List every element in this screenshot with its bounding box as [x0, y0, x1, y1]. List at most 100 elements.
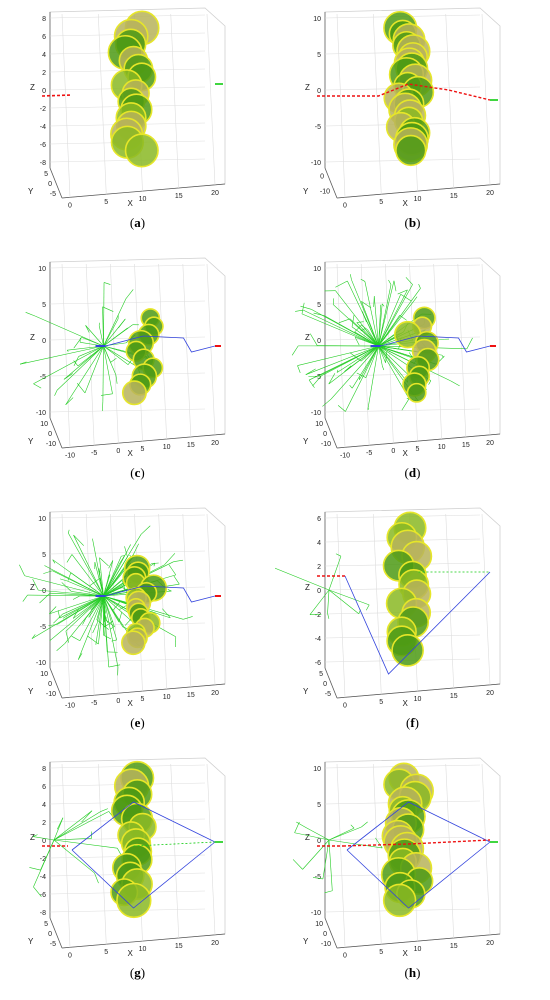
tree-edge — [344, 366, 351, 372]
z-tick-label: 4 — [317, 540, 321, 547]
x-tick-label: 0 — [116, 698, 120, 705]
caption-a: (a) — [0, 215, 275, 231]
y-axis-label: Y — [28, 937, 34, 946]
z-tick-label: -10 — [311, 910, 321, 917]
y-tick-label: -10 — [320, 189, 330, 196]
tree-edge — [109, 560, 113, 568]
x-tick-label: 0 — [343, 202, 347, 209]
y-tick-label: 10 — [40, 671, 48, 678]
tree-edge — [366, 605, 369, 610]
tree-edge — [398, 290, 408, 294]
x-grid-line — [337, 14, 345, 197]
x-grid-line — [159, 514, 167, 689]
tree-edge — [62, 582, 71, 591]
x-tick-label: -10 — [340, 452, 350, 459]
tree-edge — [394, 281, 396, 291]
z-tick-label: 5 — [317, 802, 321, 809]
tree-edge — [29, 867, 40, 870]
x-axis-label: X — [128, 699, 134, 708]
x-tick-label: 20 — [486, 940, 494, 947]
tree-edge — [350, 274, 351, 280]
x-tick-label: 15 — [187, 442, 195, 449]
x-grid-line — [207, 264, 215, 435]
tree-edge — [57, 644, 65, 651]
tree-edge — [406, 277, 413, 284]
z-tick-label: 0 — [42, 588, 46, 595]
y-tick-label: -5 — [50, 941, 56, 948]
tree-edge — [419, 284, 421, 288]
obstacles — [395, 307, 439, 402]
y-tick-label: 0 — [48, 181, 52, 188]
tree-edge — [109, 665, 120, 667]
y-axis-label: Y — [303, 437, 309, 446]
tree-edge — [74, 356, 79, 365]
x-tick-label: -5 — [91, 450, 97, 457]
x-tick-label: 5 — [379, 199, 383, 206]
tree-edge — [103, 307, 114, 312]
x-grid-line — [207, 764, 215, 935]
x-tick-label: 5 — [379, 949, 383, 956]
x-grid-line — [183, 264, 191, 437]
tree-edge — [168, 589, 172, 591]
y-axis-label: Y — [28, 187, 34, 196]
z-grid-line — [50, 551, 205, 554]
x-grid-line — [110, 264, 118, 443]
x-grid-line — [446, 514, 454, 688]
z-tick-label: -2 — [40, 106, 46, 113]
z-tick-label: 6 — [42, 784, 46, 791]
z-tick-label: 4 — [42, 52, 46, 59]
tree-edge — [73, 596, 80, 600]
tree-edge — [100, 558, 109, 566]
tree-edge — [54, 811, 101, 840]
tree-edge — [64, 346, 104, 379]
x-grid-line — [62, 264, 70, 447]
tree-edge — [86, 325, 104, 346]
tree-edge — [26, 312, 36, 316]
tree-edge — [337, 346, 378, 373]
y-tick-label: 0 — [323, 681, 327, 688]
tree-edge — [54, 840, 94, 873]
x-grid-line — [446, 764, 454, 938]
y-tick-label: 5 — [44, 171, 48, 178]
z-tick-label: 2 — [42, 70, 46, 77]
caption-letter: c — [135, 465, 141, 480]
obstacles — [383, 512, 431, 666]
x-tick-label: -10 — [65, 702, 75, 709]
x-grid-line — [62, 14, 70, 197]
x-tick-label: 20 — [211, 690, 219, 697]
caption-f: (f) — [275, 715, 550, 731]
tree-edge — [388, 280, 391, 285]
tree-edge — [110, 626, 114, 629]
caption-c: (c) — [0, 465, 275, 481]
z-grid-line — [50, 301, 205, 304]
x-tick-label: 5 — [379, 699, 383, 706]
x-grid-line — [171, 764, 179, 938]
x-axis-label: X — [403, 699, 409, 708]
z-tick-label: 10 — [313, 266, 321, 273]
x-tick-label: 5 — [416, 446, 420, 453]
tree-edge — [68, 530, 69, 533]
tree-edge — [103, 346, 104, 401]
tree-edge — [329, 840, 332, 891]
x-tick-label: 0 — [68, 952, 72, 959]
tree-edge — [295, 833, 329, 840]
tree-edge — [74, 535, 104, 596]
y-tick-label: -10 — [321, 441, 331, 448]
caption-e: (e) — [0, 715, 275, 731]
tree-edge — [126, 289, 133, 298]
tree-edge — [351, 825, 354, 828]
caption-d: (d) — [275, 465, 550, 481]
z-axis-label: Z — [305, 333, 310, 342]
x-tick-label: 20 — [486, 690, 494, 697]
tree-edge — [382, 366, 383, 370]
tree-edge — [116, 375, 117, 384]
z-tick-label: 5 — [317, 302, 321, 309]
y-axis-label: Y — [303, 187, 309, 196]
x-tick-label: 5 — [141, 696, 145, 703]
z-axis-label: Z — [30, 83, 35, 92]
